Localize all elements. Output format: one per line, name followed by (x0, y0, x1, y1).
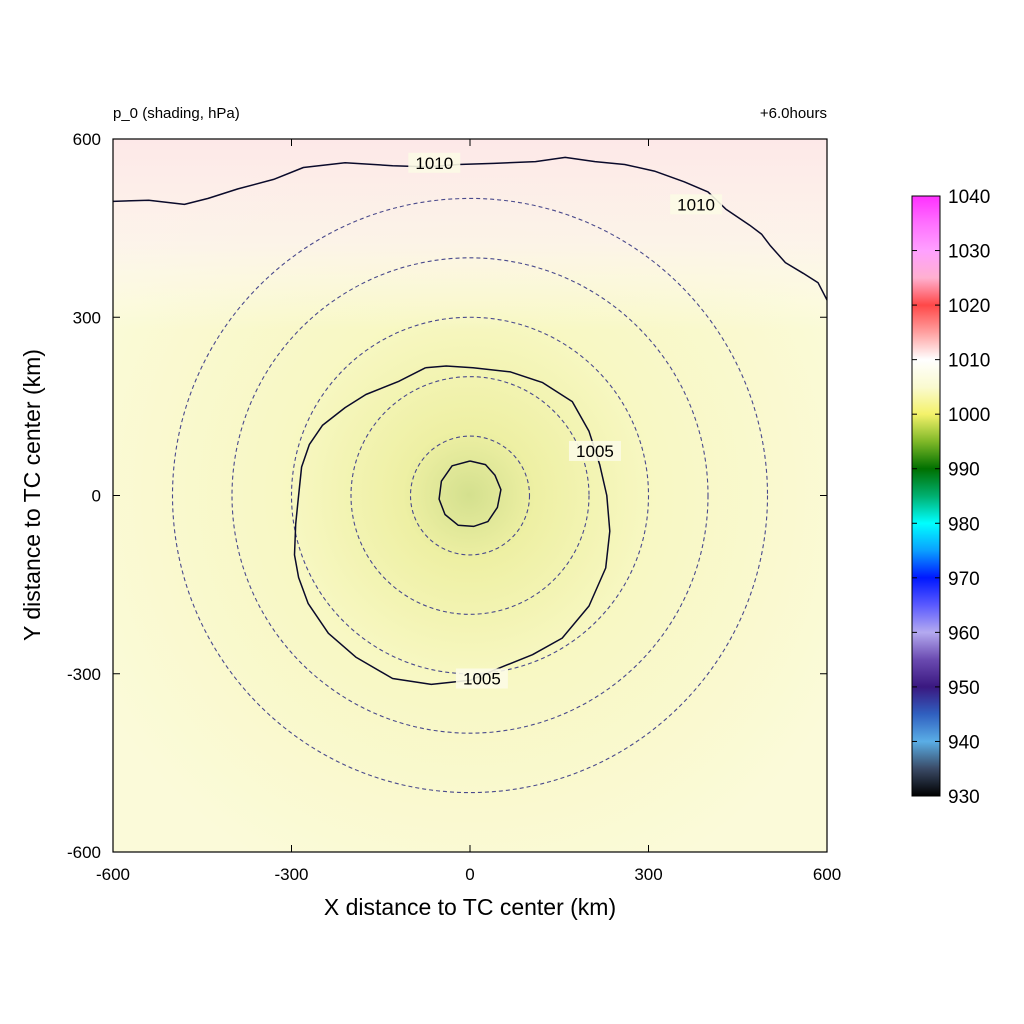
colorbar-tick-label: 970 (948, 569, 980, 590)
colorbar-tick-label: 1040 (948, 187, 990, 208)
x-axis-label: X distance to TC center (km) (324, 894, 616, 920)
y-tick-label: -600 (67, 843, 101, 862)
contour-label-1010: 1010 (677, 195, 715, 214)
panel-title-left: p_0 (shading, hPa) (113, 105, 240, 122)
y-axis-label: Y distance to TC center (km) (19, 349, 45, 641)
dashed-radius-circles (171, 197, 769, 794)
panel-title-right: +6.0hours (760, 105, 827, 122)
colorbar-tick-label: 940 (948, 732, 980, 753)
x-axis-ticks: -600 -300 0 300 600 (96, 139, 841, 884)
contour-label-bg (670, 194, 723, 215)
contour-label-1005: 1005 (576, 442, 614, 461)
x-tick-label: -300 (274, 865, 308, 884)
north-high-pressure-tint (113, 139, 827, 339)
contour-1010 (113, 156, 827, 301)
y-tick-label: 300 (73, 308, 101, 327)
colorbar-ticks: 930 940 950 960 970 980 990 1000 1010 1020 1030 104… (912, 187, 990, 808)
heatmap-shading (113, 139, 827, 852)
contour-1000 (438, 460, 502, 528)
colorbar-tick-label: 1020 (948, 296, 990, 317)
x-tick-label: 600 (813, 865, 841, 884)
dashed-circle-500km (171, 197, 769, 794)
contour-label-bg (455, 668, 508, 689)
pressure-contours (113, 156, 827, 686)
colorbar-tick-label: 1000 (948, 405, 990, 426)
contour-1005 (293, 365, 611, 686)
colorbar: 930 940 950 960 970 980 990 1000 1010 1020 1030 104… (911, 187, 990, 808)
contour-label-1005: 1005 (463, 670, 501, 689)
colorbar-tick-label: 960 (948, 623, 980, 644)
contour-label-bg (568, 440, 621, 461)
colorbar-tick-label: 950 (948, 678, 980, 699)
colorbar-tick-label: 930 (948, 787, 980, 808)
x-tick-label: 0 (465, 865, 474, 884)
contour-label-1010: 1010 (415, 154, 453, 173)
y-tick-label: 0 (92, 487, 101, 506)
y-tick-label: -300 (67, 665, 101, 684)
dashed-circle-200km (350, 376, 590, 615)
colorbar-tick-label: 1030 (948, 242, 990, 263)
dashed-circle-400km (231, 257, 709, 734)
x-tick-label: -600 (96, 865, 130, 884)
y-axis-ticks: -600 -300 0 300 600 (67, 130, 827, 862)
colorbar-tick-label: 990 (948, 460, 980, 481)
dashed-circle-100km (409, 435, 531, 556)
contour-label-bg (408, 152, 461, 173)
colorbar-tick-label: 1010 (948, 351, 990, 372)
colorbar-fill (911, 195, 941, 797)
colorbar-tick-label: 980 (948, 514, 980, 535)
contour-labels: 1010 1010 1005 1005 (408, 152, 723, 689)
y-tick-label: 600 (73, 130, 101, 149)
x-tick-label: 300 (634, 865, 662, 884)
